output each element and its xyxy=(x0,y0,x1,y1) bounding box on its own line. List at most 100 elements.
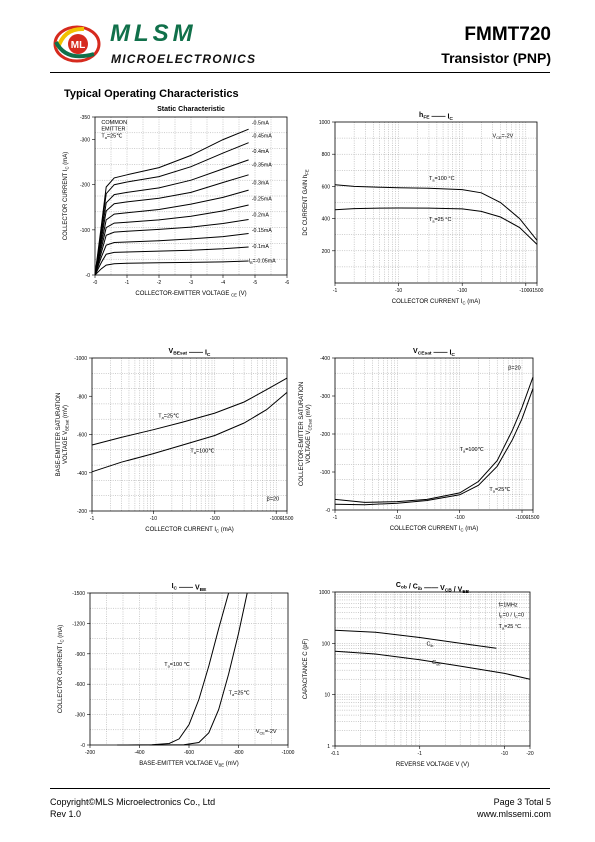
series-label: -0.25mA xyxy=(252,197,272,203)
brand-name: MLSM xyxy=(110,20,197,47)
series-line xyxy=(334,629,497,649)
x-axis-label: COLLECTOR CURRENT IC (mA) xyxy=(390,526,479,533)
revision-text: Rev 1.0 xyxy=(50,809,82,819)
series-label: -0.3mA xyxy=(252,181,270,187)
x-axis-label: COLLECTOR CURRENT IC (mA) xyxy=(392,299,481,306)
chart-annotation: Ta=100 °C xyxy=(429,176,455,183)
website-link[interactable]: www.mlssemi.com xyxy=(476,809,551,819)
x-tick-label: -1 xyxy=(333,288,338,294)
y-tick-label: 1 xyxy=(327,744,330,750)
series-label: -0.35mA xyxy=(252,163,272,169)
page-info: Page 3 Total 5 xyxy=(493,797,551,807)
chart-grid xyxy=(335,358,533,510)
chart-annotation: Ta=100℃ xyxy=(460,447,485,454)
x-tick-label: -100 xyxy=(210,516,220,522)
series-label: -0.4mA xyxy=(252,149,270,155)
series-label: -0.15mA xyxy=(252,228,272,234)
series-label: -0.2mA xyxy=(252,212,270,218)
x-tick-label: -3 xyxy=(189,280,194,286)
y-tick-label: -0 xyxy=(326,508,331,514)
y-tick-label: -200 xyxy=(77,509,87,515)
chart-grid xyxy=(90,593,288,745)
series-line xyxy=(334,376,534,503)
x-tick-label: -10 xyxy=(395,288,402,294)
series-line xyxy=(94,189,249,276)
chart-title: Static Characteristic xyxy=(157,106,225,113)
chart-annotation: β=20 xyxy=(267,496,280,502)
y-tick-label: -900 xyxy=(75,652,85,658)
chart-annotation: Ta=25℃ xyxy=(229,690,251,697)
x-tick-label: -1000 xyxy=(519,288,532,294)
x-axis-label: BASE-EMITTER VOLTAGE VBE (mV) xyxy=(139,761,238,768)
part-type: Transistor (PNP) xyxy=(441,50,551,66)
series-line xyxy=(91,392,288,473)
x-tick-label: -10 xyxy=(394,515,401,521)
chart-annotation: COMMON xyxy=(101,120,127,126)
y-tick-label: -600 xyxy=(77,433,87,439)
chart-annotation: β=20 xyxy=(508,365,521,371)
series-line xyxy=(94,174,249,276)
copyright-text: Copyright©MLS Microelectronics Co., Ltd xyxy=(50,797,216,807)
y-tick-label: 200 xyxy=(322,249,331,255)
chart-grid xyxy=(92,358,287,511)
series-label: -0.1mA xyxy=(252,244,270,250)
y-axis-label: VOLTAGE VCEsat (mV) xyxy=(306,404,313,463)
y-tick-label: -600 xyxy=(75,682,85,688)
chart-annotation: Ta=25℃ xyxy=(101,133,123,140)
part-number: FMMT720 xyxy=(464,24,551,45)
x-tick-label: -2 xyxy=(157,280,162,286)
x-tick-label: -100 xyxy=(457,288,467,294)
x-tick-label: -10 xyxy=(150,516,157,522)
chart-annotation: Ta=100 ℃ xyxy=(164,662,190,669)
chart-annotation: Ta=100℃ xyxy=(190,449,215,456)
chart-title: IC —— VBE xyxy=(172,583,208,593)
series-line xyxy=(94,142,249,276)
y-tick-label: -800 xyxy=(77,394,87,400)
x-tick-label: -200 xyxy=(85,750,95,756)
x-tick-label: -5 xyxy=(253,280,258,286)
y-tick-label: -100 xyxy=(320,470,330,476)
y-tick-label: -400 xyxy=(77,471,87,477)
y-axis-label: COLLECTOR-EMITTER SATURATION xyxy=(299,382,305,486)
x-tick-label: -1500 xyxy=(281,516,294,522)
y-tick-label: -1200 xyxy=(72,621,85,627)
x-tick-label: -0 xyxy=(93,280,98,286)
y-tick-label: 10 xyxy=(324,693,330,699)
x-tick-label: -800 xyxy=(233,750,243,756)
y-axis-label: DC CURRENT GAIN hFE xyxy=(303,169,310,235)
y-tick-label: 1000 xyxy=(319,120,330,126)
y-tick-label: -200 xyxy=(320,432,330,438)
x-tick-label: -1 xyxy=(333,515,338,521)
y-tick-label: 400 xyxy=(322,217,331,223)
y-axis-label: COLLECTOR CURRENT IC (mA) xyxy=(63,152,70,241)
series-line xyxy=(334,388,534,506)
y-tick-label: -300 xyxy=(80,138,90,144)
plot-frame xyxy=(334,591,531,747)
x-tick-label: -4 xyxy=(221,280,226,286)
chart-title: Cob / Cib —— VCB / VEB xyxy=(396,582,470,595)
chart-annotation: IE=0 / IC=0 xyxy=(499,613,525,620)
chart-annotation: Ta=25℃ xyxy=(158,413,180,420)
series-line xyxy=(94,204,249,276)
chart-annotation: Ta=25 °C xyxy=(499,624,522,631)
x-tick-label: -1000 xyxy=(282,750,295,756)
series-line xyxy=(94,159,249,276)
static-characteristic-chart: -0 -1 -2 -3 -4 -5 -6 -0 -100 -200 -300 -350 Static C… xyxy=(53,99,301,303)
series-line xyxy=(94,219,249,276)
mlsm-logo: ML xyxy=(50,22,104,66)
chart-grid xyxy=(335,592,530,746)
logo-text: ML xyxy=(71,40,85,51)
y-tick-label: -1500 xyxy=(72,591,85,597)
x-tick-label: -1500 xyxy=(531,288,544,294)
y-tick-label: -0 xyxy=(86,273,91,279)
series-line xyxy=(149,592,248,746)
chart-annotation: Cob xyxy=(432,660,440,667)
x-tick-label: -6 xyxy=(285,280,290,286)
chart-annotation: VCE=-2V xyxy=(493,133,514,140)
section-title: Typical Operating Characteristics xyxy=(64,88,239,100)
y-axis-label: COLLECTOR CURRENT IC (mA) xyxy=(58,625,65,714)
series-label: -0.45mA xyxy=(252,133,272,139)
y-tick-label: 100 xyxy=(322,641,331,647)
series-label: -0.5mA xyxy=(252,121,270,127)
x-axis-label: REVERSE VOLTAGE V (V) xyxy=(396,762,469,768)
